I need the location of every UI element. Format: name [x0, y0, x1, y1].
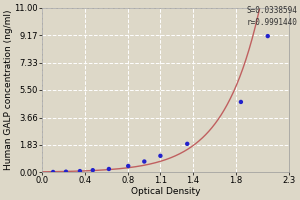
Text: S=0.0338594
r=0.9991440: S=0.0338594 r=0.9991440 — [246, 6, 297, 27]
X-axis label: Optical Density: Optical Density — [131, 187, 200, 196]
Point — [51, 170, 56, 174]
Y-axis label: Human GALP concentration (ng/ml): Human GALP concentration (ng/ml) — [4, 10, 13, 170]
Point — [185, 142, 190, 145]
Point — [238, 100, 243, 104]
Point — [126, 164, 130, 168]
Point — [77, 169, 82, 173]
Point — [90, 169, 95, 172]
Point — [158, 154, 163, 157]
Point — [64, 170, 68, 173]
Point — [265, 34, 270, 38]
Point — [142, 160, 147, 163]
Point — [106, 167, 111, 171]
